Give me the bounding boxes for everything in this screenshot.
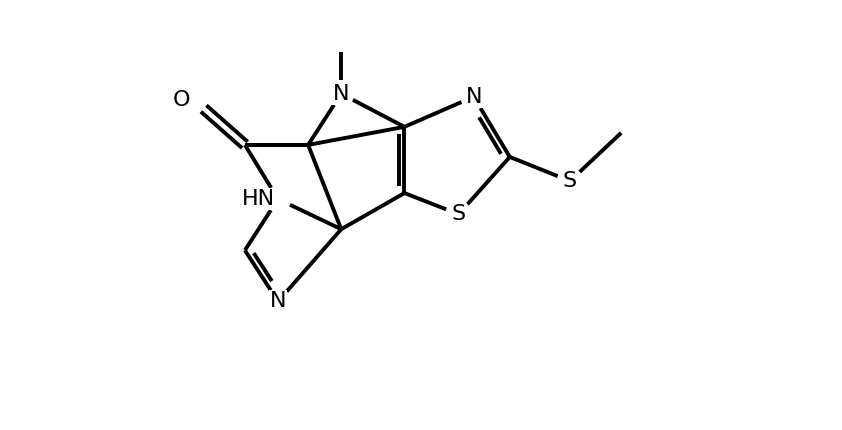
Text: N: N	[466, 87, 482, 107]
Text: S: S	[563, 171, 577, 191]
Text: HN: HN	[242, 189, 275, 209]
Text: N: N	[269, 292, 286, 311]
Text: O: O	[173, 90, 191, 110]
Text: N: N	[333, 84, 349, 104]
Text: S: S	[451, 204, 466, 224]
